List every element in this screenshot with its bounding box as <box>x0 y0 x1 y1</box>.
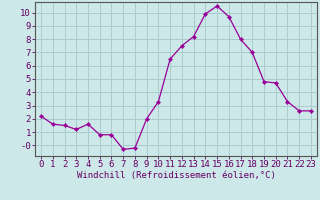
X-axis label: Windchill (Refroidissement éolien,°C): Windchill (Refroidissement éolien,°C) <box>76 171 276 180</box>
